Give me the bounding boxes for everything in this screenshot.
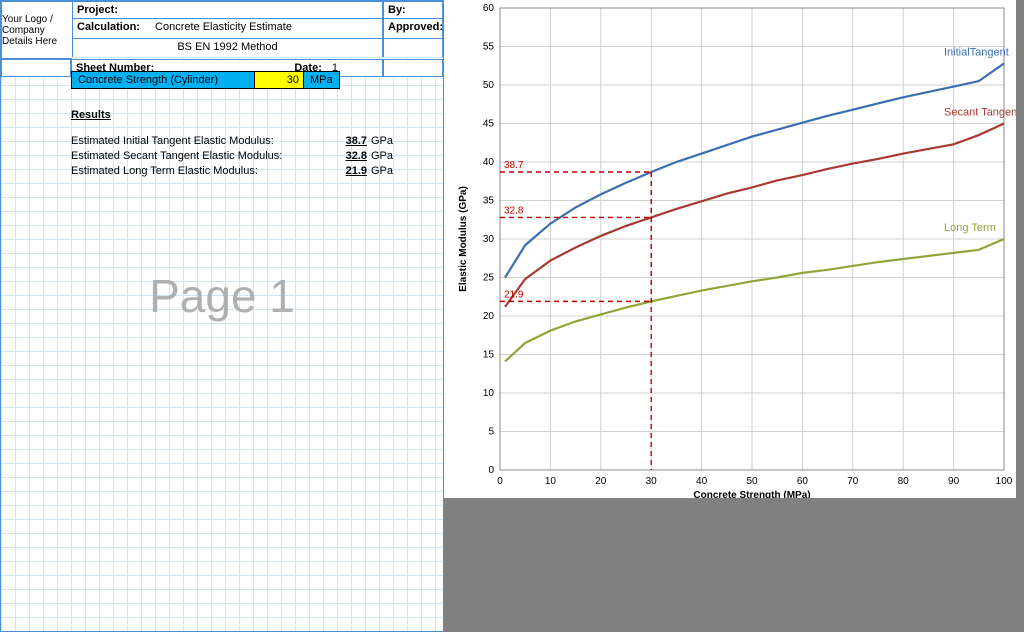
svg-text:60: 60 xyxy=(483,3,495,14)
elasticity-chart: 0 10 20 30 40 50 60 70 80 90 100 0 5 10 15 20 25 30 35 40 45… xyxy=(444,0,1016,498)
result-row: Estimated Initial Tangent Elastic Modulu… xyxy=(71,135,433,147)
project-field[interactable]: Project: xyxy=(72,1,383,19)
svg-text:50: 50 xyxy=(746,476,758,487)
svg-text:35: 35 xyxy=(483,196,495,207)
svg-text:Long Term: Long Term xyxy=(944,222,996,234)
logo-cell: Your Logo / Company Details Here xyxy=(1,1,72,59)
result-label: Estimated Initial Tangent Elastic Modulu… xyxy=(71,135,331,147)
calc-value: Concrete Elasticity Estimate xyxy=(155,21,292,33)
svg-text:80: 80 xyxy=(898,476,910,487)
calc-label: Calculation: xyxy=(77,21,140,33)
result-row: Estimated Long Term Elastic Modulus:21.9… xyxy=(71,165,433,177)
sheet-panel: Page 1 Your Logo / Company Details Here … xyxy=(0,0,444,632)
sheet-corner xyxy=(1,59,71,77)
results-title: Results xyxy=(71,109,433,121)
svg-text:32.8: 32.8 xyxy=(504,205,524,216)
result-label: Estimated Secant Tangent Elastic Modulus… xyxy=(71,150,331,162)
svg-text:10: 10 xyxy=(483,388,495,399)
svg-text:45: 45 xyxy=(483,119,495,130)
input-unit: MPa xyxy=(304,71,340,89)
svg-text:21.9: 21.9 xyxy=(504,289,524,300)
result-unit: GPa xyxy=(371,150,393,162)
result-unit: GPa xyxy=(371,135,393,147)
result-label: Estimated Long Term Elastic Modulus: xyxy=(71,165,331,177)
svg-text:0: 0 xyxy=(488,465,494,476)
svg-text:100: 100 xyxy=(996,476,1013,487)
svg-text:60: 60 xyxy=(797,476,809,487)
result-row: Estimated Secant Tangent Elastic Modulus… xyxy=(71,150,433,162)
svg-text:30: 30 xyxy=(483,234,495,245)
by-field[interactable]: By: xyxy=(383,1,443,19)
approved-field[interactable]: Approved: xyxy=(383,19,443,39)
input-value[interactable]: 30 xyxy=(255,71,304,89)
calc-field[interactable]: Calculation: Concrete Elasticity Estimat… xyxy=(72,19,383,39)
results-container: Estimated Initial Tangent Elastic Modulu… xyxy=(71,135,433,177)
approved-empty xyxy=(383,39,443,57)
svg-text:Concrete Strength (MPa): Concrete Strength (MPa) xyxy=(693,490,810,498)
svg-text:40: 40 xyxy=(483,157,495,168)
svg-text:70: 70 xyxy=(847,476,859,487)
svg-text:40: 40 xyxy=(696,476,708,487)
svg-text:5: 5 xyxy=(488,427,494,438)
svg-text:15: 15 xyxy=(483,350,495,361)
header-box: Your Logo / Company Details Here Project… xyxy=(1,1,443,77)
chart-panel: 0 10 20 30 40 50 60 70 80 90 100 0 5 10 15 20 25 30 35 40 45… xyxy=(444,0,1024,632)
by-label: By: xyxy=(388,4,406,16)
svg-text:20: 20 xyxy=(595,476,607,487)
svg-text:25: 25 xyxy=(483,273,495,284)
svg-text:55: 55 xyxy=(483,42,495,53)
logo-text: Your Logo / Company Details Here xyxy=(2,14,72,47)
result-value: 32.8 xyxy=(331,150,367,162)
svg-text:Secant Tangent: Secant Tangent xyxy=(944,107,1016,119)
svg-text:20: 20 xyxy=(483,311,495,322)
svg-text:InitialTangent: InitialTangent xyxy=(944,46,1009,58)
page-root: Page 1 Your Logo / Company Details Here … xyxy=(0,0,1024,632)
method-field: BS EN 1992 Method xyxy=(72,39,383,57)
body-area: Concrete Strength (Cylinder) 30 MPa Resu… xyxy=(71,71,433,180)
svg-text:10: 10 xyxy=(545,476,557,487)
svg-text:0: 0 xyxy=(497,476,503,487)
svg-text:50: 50 xyxy=(483,80,495,91)
approved-label: Approved: xyxy=(388,21,443,33)
svg-text:90: 90 xyxy=(948,476,960,487)
svg-text:38.7: 38.7 xyxy=(504,160,524,171)
method-value: BS EN 1992 Method xyxy=(177,41,277,53)
result-value: 21.9 xyxy=(331,165,367,177)
project-label: Project: xyxy=(77,4,118,16)
input-label: Concrete Strength (Cylinder) xyxy=(71,71,255,89)
svg-text:Elastic Modulus (GPa): Elastic Modulus (GPa) xyxy=(458,186,469,292)
input-row: Concrete Strength (Cylinder) 30 MPa xyxy=(71,71,433,89)
svg-text:30: 30 xyxy=(646,476,658,487)
result-unit: GPa xyxy=(371,165,393,177)
result-value: 38.7 xyxy=(331,135,367,147)
